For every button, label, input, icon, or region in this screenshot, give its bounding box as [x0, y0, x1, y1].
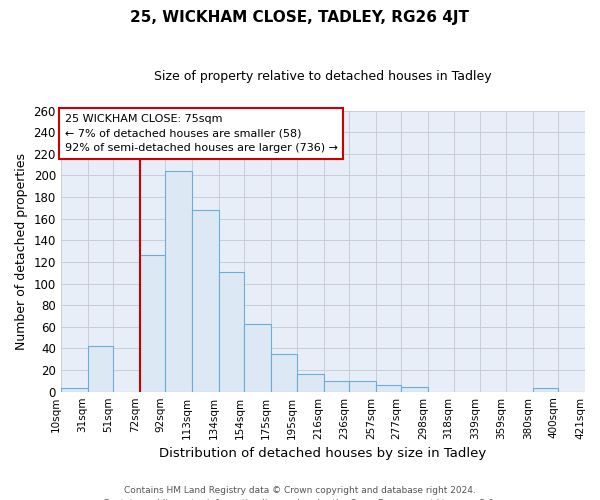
Text: 25, WICKHAM CLOSE, TADLEY, RG26 4JT: 25, WICKHAM CLOSE, TADLEY, RG26 4JT [131, 10, 470, 25]
Text: Contains HM Land Registry data © Crown copyright and database right 2024.: Contains HM Land Registry data © Crown c… [124, 486, 476, 495]
Title: Size of property relative to detached houses in Tadley: Size of property relative to detached ho… [154, 70, 492, 83]
Bar [323, 381, 349, 392]
Bar [219, 272, 244, 392]
X-axis label: Distribution of detached houses by size in Tadley: Distribution of detached houses by size … [159, 447, 487, 460]
Bar [297, 374, 323, 392]
Bar [401, 388, 428, 392]
Bar [88, 346, 113, 392]
Bar [349, 381, 376, 392]
Bar [533, 388, 558, 392]
Bar [271, 354, 297, 392]
Bar [192, 210, 219, 392]
Bar [61, 388, 88, 392]
Bar [140, 256, 166, 392]
Bar [244, 324, 271, 392]
Text: Contains public sector information licensed under the Open Government Licence v3: Contains public sector information licen… [103, 498, 497, 500]
Bar [376, 385, 401, 392]
Text: 25 WICKHAM CLOSE: 75sqm
← 7% of detached houses are smaller (58)
92% of semi-det: 25 WICKHAM CLOSE: 75sqm ← 7% of detached… [65, 114, 338, 154]
Bar [166, 171, 192, 392]
Y-axis label: Number of detached properties: Number of detached properties [15, 152, 28, 350]
